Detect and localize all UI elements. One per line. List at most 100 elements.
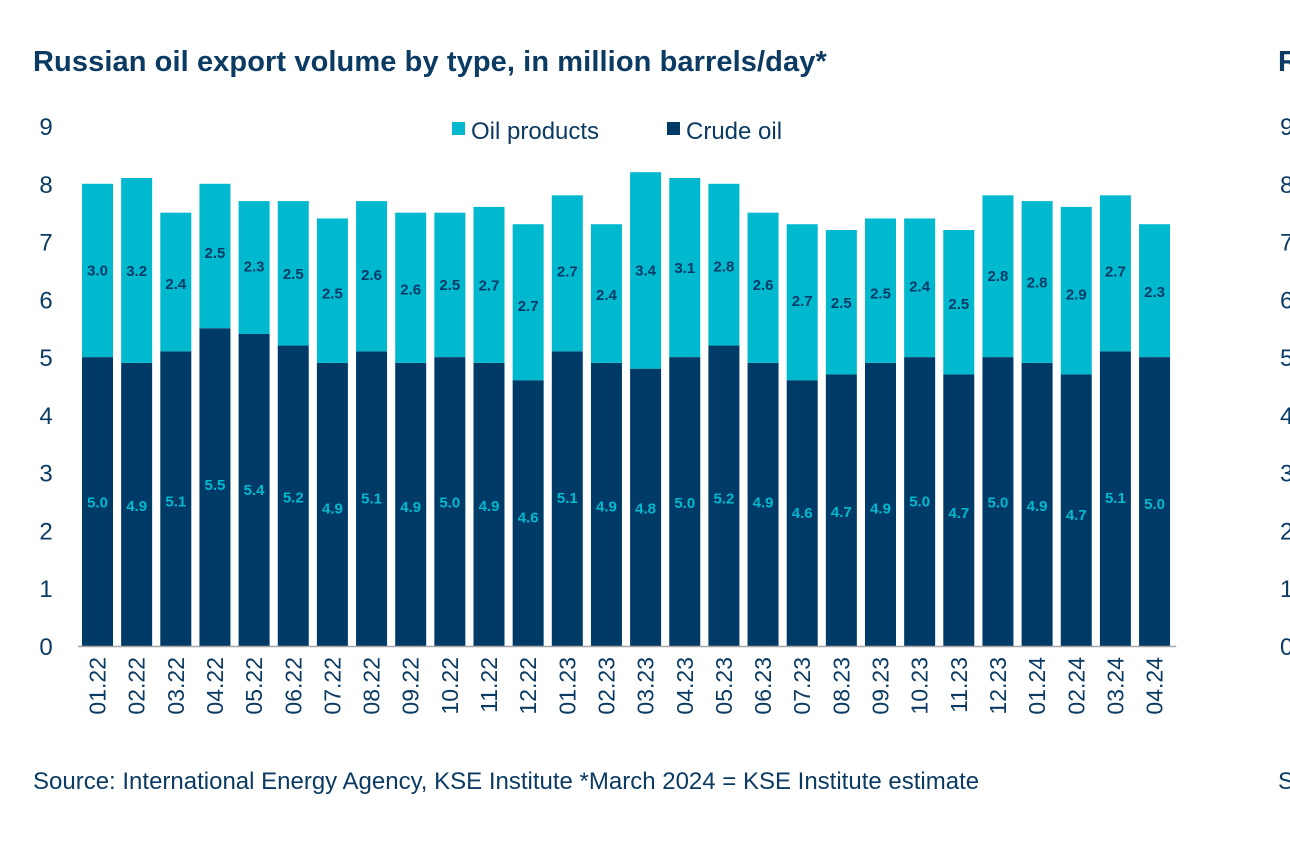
x-tick-label: 10.22 bbox=[437, 657, 463, 715]
next-chart-y-tick-label: 0 bbox=[1280, 634, 1290, 661]
bar-crude-oil bbox=[786, 380, 818, 646]
data-label-oil-products: 3.2 bbox=[126, 263, 147, 280]
x-tick-label: 12.23 bbox=[985, 657, 1011, 715]
bar-crude-oil bbox=[277, 345, 309, 646]
x-tick-label: 09.22 bbox=[398, 657, 424, 715]
x-tick-label: 02.23 bbox=[593, 657, 619, 715]
data-label-crude-oil: 5.0 bbox=[909, 493, 930, 510]
bar-crude-oil bbox=[512, 380, 544, 646]
next-chart-y-tick-label: 2 bbox=[1280, 518, 1290, 545]
legend-label-oil-products: Oil products bbox=[471, 118, 599, 145]
data-label-crude-oil: 4.7 bbox=[948, 505, 969, 522]
data-label-oil-products: 2.5 bbox=[948, 296, 969, 313]
data-label-crude-oil: 5.0 bbox=[87, 495, 108, 512]
legend-swatch-oil-products bbox=[452, 122, 465, 135]
bar-oil-products bbox=[1099, 195, 1131, 352]
x-tick-label: 04.24 bbox=[1142, 657, 1168, 715]
bar-oil-products bbox=[904, 218, 936, 358]
data-label-oil-products: 2.8 bbox=[1027, 275, 1048, 292]
next-chart-y-tick-label: 5 bbox=[1280, 345, 1290, 372]
next-chart-y-tick-label: 7 bbox=[1280, 230, 1290, 257]
bar-oil-products bbox=[199, 183, 231, 329]
x-tick-label: 03.22 bbox=[163, 657, 189, 715]
data-label-crude-oil: 4.9 bbox=[596, 499, 617, 516]
bar-crude-oil bbox=[1139, 357, 1171, 646]
data-label-crude-oil: 5.1 bbox=[557, 490, 578, 507]
data-label-oil-products: 2.5 bbox=[831, 295, 852, 312]
legend: Oil products Crude oil bbox=[452, 118, 782, 145]
data-label-oil-products: 2.7 bbox=[557, 264, 578, 281]
data-label-crude-oil: 5.0 bbox=[674, 495, 695, 512]
bar-oil-products bbox=[512, 224, 544, 381]
bar-crude-oil bbox=[238, 334, 270, 646]
y-tick-label: 0 bbox=[39, 634, 52, 661]
data-label-crude-oil: 4.9 bbox=[126, 498, 147, 515]
y-tick-label: 6 bbox=[39, 287, 52, 314]
bar-crude-oil bbox=[395, 362, 427, 646]
x-tick-label: 12.22 bbox=[515, 657, 541, 715]
data-label-oil-products: 2.3 bbox=[1144, 284, 1165, 301]
data-label-oil-products: 2.5 bbox=[322, 286, 343, 303]
x-tick-label: 07.22 bbox=[319, 657, 345, 715]
y-tick-label: 9 bbox=[39, 114, 52, 141]
y-tick-label: 2 bbox=[39, 518, 52, 545]
next-chart-y-tick-label: 4 bbox=[1280, 403, 1290, 430]
data-label-oil-products: 2.5 bbox=[283, 266, 304, 283]
data-label-crude-oil: 5.0 bbox=[1144, 496, 1165, 513]
bar-oil-products bbox=[630, 172, 662, 369]
bar-oil-products bbox=[316, 218, 348, 363]
bar-oil-products bbox=[551, 195, 583, 352]
y-tick-label: 8 bbox=[39, 172, 52, 199]
y-tick-label: 3 bbox=[39, 461, 52, 488]
x-tick-label: 08.23 bbox=[828, 657, 854, 715]
bar-oil-products bbox=[82, 183, 113, 358]
data-label-oil-products: 2.4 bbox=[909, 279, 931, 296]
bar-crude-oil bbox=[1060, 374, 1092, 646]
x-tick-label: 02.24 bbox=[1063, 657, 1089, 715]
x-tick-label: 01.24 bbox=[1024, 657, 1050, 715]
data-labels: 5.0 3.0 4.9 3.2 5.1 2.4 5.5 2.5 5.4 2.3 5.2 2.5 4.9 2… bbox=[87, 245, 1165, 527]
x-tick-label: 04.23 bbox=[672, 657, 698, 715]
x-tick-label: 01.22 bbox=[85, 657, 111, 715]
legend-label-crude-oil: Crude oil bbox=[686, 118, 782, 145]
bar-crude-oil bbox=[865, 362, 896, 646]
bar-oil-products bbox=[1060, 206, 1092, 375]
bar-crude-oil bbox=[551, 351, 583, 646]
source-note: Source: International Energy Agency, KSE… bbox=[33, 768, 980, 795]
y-tick-label: 7 bbox=[39, 230, 52, 257]
bar-oil-products bbox=[590, 224, 622, 363]
data-label-oil-products: 2.9 bbox=[1066, 286, 1087, 303]
bar-crude-oil bbox=[825, 374, 857, 646]
data-label-crude-oil: 5.0 bbox=[439, 495, 460, 512]
data-label-crude-oil: 5.2 bbox=[283, 489, 304, 506]
bar-crude-oil bbox=[121, 362, 153, 646]
x-tick-label: 05.23 bbox=[711, 657, 737, 715]
bar-crude-oil bbox=[316, 362, 348, 646]
next-chart-y-tick-label: 9 bbox=[1280, 114, 1290, 141]
data-label-crude-oil: 5.5 bbox=[205, 477, 226, 494]
data-label-crude-oil: 4.9 bbox=[322, 500, 343, 517]
x-tick-label: 10.23 bbox=[907, 657, 933, 715]
y-axis: 0 1 2 3 4 5 6 7 8 9 bbox=[39, 114, 52, 661]
x-tick-label: 07.23 bbox=[789, 657, 815, 715]
next-chart-y-tick-label: 6 bbox=[1280, 287, 1290, 314]
data-label-crude-oil: 4.6 bbox=[792, 505, 813, 522]
x-tick-label: 03.24 bbox=[1102, 657, 1128, 715]
data-label-crude-oil: 5.2 bbox=[713, 491, 734, 508]
y-tick-label: 4 bbox=[39, 403, 52, 430]
bar-oil-products bbox=[786, 224, 818, 381]
bar-oil-products bbox=[1021, 201, 1053, 363]
bar-crude-oil bbox=[904, 357, 936, 646]
bar-crude-oil bbox=[943, 374, 975, 646]
bar-crude-oil bbox=[356, 351, 388, 646]
x-tick-label: 03.23 bbox=[633, 657, 659, 715]
data-label-crude-oil: 4.9 bbox=[400, 499, 421, 516]
x-tick-label: 05.22 bbox=[241, 657, 267, 715]
x-axis-tick-labels: 01.22 02.22 03.22 04.22 05.22 06.22 07.22 08.22… bbox=[85, 657, 1168, 715]
bar-crude-oil bbox=[434, 357, 466, 646]
bar-crude-oil bbox=[160, 351, 192, 646]
data-label-crude-oil: 5.4 bbox=[244, 482, 266, 499]
x-tick-label: 02.22 bbox=[124, 657, 150, 715]
bar-oil-products bbox=[121, 178, 153, 363]
bar-oil-products bbox=[669, 178, 701, 358]
